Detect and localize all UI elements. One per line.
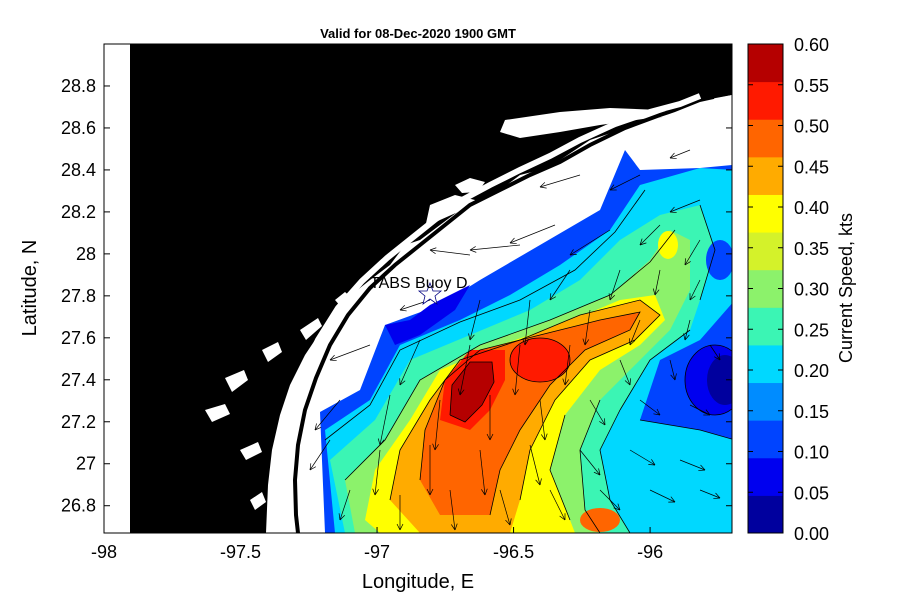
colorbar-tick-label: 0.45 [794,157,829,177]
colorbar-swatch [748,495,783,533]
x-axis-label: Longitude, E [362,571,474,593]
colorbar-tick-label: 0.10 [794,443,829,463]
colorbar-tick-label: 0.60 [794,35,829,55]
y-tick-label: 27.6 [61,328,96,348]
no-data-strip-left [104,44,130,533]
x-tick-label: -96.5 [493,542,534,562]
y-tick-label: 28 [76,244,96,264]
y-axis-label: Latitude, N [19,240,41,337]
x-tick-label: -96 [637,542,663,562]
x-tick-label: -97.5 [220,542,261,562]
colorbar-swatch [748,157,783,195]
map-layers: TABS Buoy D [104,44,745,533]
buoy-label: TABS Buoy D [370,275,468,292]
x-tick-label: -97 [364,542,390,562]
colorbar-tick-label: 0.50 [794,117,829,137]
colorbar-swatch [748,345,783,383]
y-tick-label: 27 [76,454,96,474]
y-tick-label: 27.2 [61,412,96,432]
small-yellow-patch [658,231,678,259]
eddy-core-min-speed [707,355,743,405]
colorbar: 0.60 0.55 0.50 0.45 0.40 0.35 0.30 0.25 0.20 0.15… [748,35,829,544]
colorbar-tick-label: 0.25 [794,320,829,340]
colorbar-swatch [748,458,783,496]
small-blue-patch [706,240,734,280]
colorbar-swatch [748,82,783,120]
colorbar-swatch [748,119,783,157]
y-tick-label: 28.6 [61,118,96,138]
y-tick-label: 27.8 [61,286,96,306]
colorbar-swatch [748,232,783,270]
y-tick-label: 28.8 [61,76,96,96]
colorbar-swatch [748,383,783,421]
colorbar-tick-label: 0.30 [794,280,829,300]
colorbar-tick-label: 0.40 [794,198,829,218]
y-tick-label: 27.4 [61,370,96,390]
x-tick-label: -98 [91,542,117,562]
colorbar-tick-label: 0.00 [794,524,829,544]
colorbar-swatch [748,307,783,345]
colorbar-swatch [748,420,783,458]
colorbar-swatch [748,270,783,308]
colorbar-tick-label: 0.55 [794,76,829,96]
y-tick-label: 28.4 [61,160,96,180]
y-tick-label: 28.2 [61,202,96,222]
colorbar-swatch [748,194,783,232]
colorbar-swatch [748,44,783,82]
colorbar-tick-label: 0.15 [794,402,829,422]
colorbar-tick-label: 0.20 [794,361,829,381]
colorbar-tick-label: 0.35 [794,239,829,259]
colorbar-label: Current Speed, kts [836,213,856,363]
colorbar-tick-label: 0.05 [794,483,829,503]
map-title: Valid for 08-Dec-2020 1900 GMT [320,26,516,41]
y-tick-label: 26.8 [61,496,96,516]
